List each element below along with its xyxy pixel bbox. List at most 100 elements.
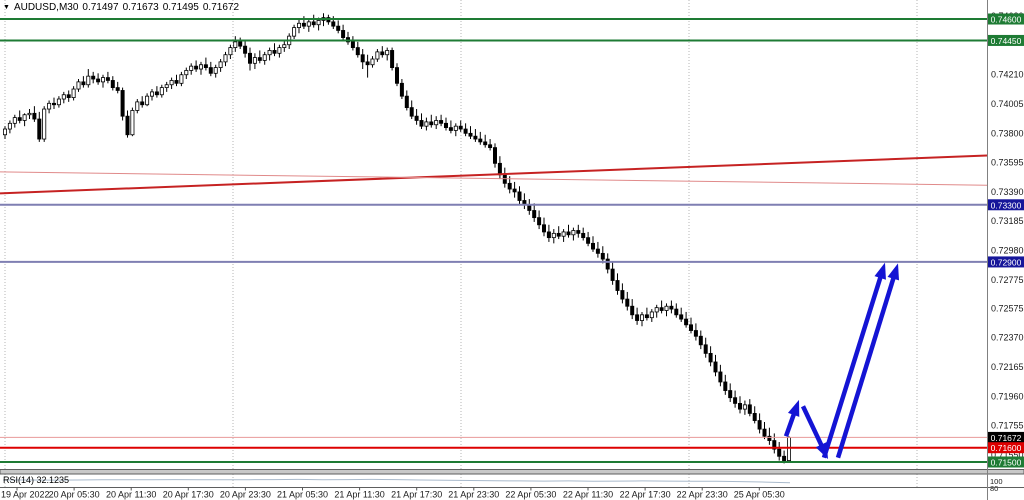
- candle-body: [262, 54, 267, 61]
- price-tick-label: 0.72165: [991, 362, 1024, 372]
- forecast-arrow-head[interactable]: [887, 263, 900, 281]
- candle-body: [47, 102, 52, 110]
- candle-body: [110, 80, 115, 88]
- candle-body: [708, 352, 713, 363]
- candle-body: [752, 413, 757, 421]
- price-badge-support: [988, 456, 1024, 468]
- candle-body: [723, 381, 728, 391]
- candle-body: [27, 112, 32, 116]
- candle-body: [620, 290, 625, 300]
- price-tick-label: 0.73390: [991, 187, 1024, 197]
- candle-body: [713, 361, 718, 373]
- candle-body: [42, 108, 47, 140]
- time-tick-label: 22 Apr 11:30: [563, 490, 613, 500]
- candle-body: [71, 88, 76, 99]
- candle-body: [277, 47, 282, 54]
- candle-body: [586, 237, 591, 244]
- candle-body: [762, 428, 767, 437]
- descending-trendline[interactable]: [0, 171, 988, 186]
- forecast-arrow-shaft[interactable]: [835, 274, 897, 459]
- time-tick-label: 20 Apr 11:30: [106, 490, 156, 500]
- candle-body: [698, 335, 703, 346]
- high-value: 0.71673: [122, 2, 159, 13]
- candle-body: [635, 314, 640, 321]
- forecast-arrow-head[interactable]: [874, 262, 886, 280]
- candle-body: [243, 45, 248, 54]
- candle-body: [718, 371, 723, 383]
- candle-body: [179, 74, 184, 84]
- rsi-indicator-label: RSI(14) 32.1235: [3, 475, 69, 485]
- pane-splitter[interactable]: [0, 469, 1024, 475]
- forecast-arrow-shaft[interactable]: [821, 273, 884, 459]
- candle-body: [228, 47, 233, 56]
- candle-body: [434, 120, 439, 126]
- candle-body: [81, 81, 86, 86]
- candle-body: [566, 231, 571, 236]
- symbol-icon: ▼: [3, 3, 10, 11]
- candle-body: [404, 95, 409, 109]
- candle-body: [742, 404, 747, 410]
- candle-body: [478, 138, 483, 143]
- price-tick-label: 0.73595: [991, 158, 1024, 168]
- candle-body: [664, 305, 669, 311]
- candle-body: [576, 230, 581, 234]
- time-tick-label: 20 Apr 05:30: [49, 490, 100, 500]
- candle-body: [767, 435, 772, 441]
- time-tick-label: 21 Apr 23:30: [448, 490, 499, 500]
- candle-body: [7, 122, 12, 130]
- candle-body: [331, 21, 336, 27]
- candle-body: [703, 344, 708, 354]
- candle-body: [488, 144, 493, 149]
- forecast-arrow-head[interactable]: [787, 399, 800, 417]
- price-tick-label: 0.71960: [991, 391, 1024, 401]
- candle-body: [399, 82, 404, 97]
- time-tick-label: 22 Apr 23:30: [677, 490, 728, 500]
- candle-body: [120, 90, 125, 117]
- price-axis[interactable]: 0.746200.742100.740050.738000.735950.733…: [988, 11, 1024, 468]
- candle-body: [556, 232, 561, 237]
- candle-body: [610, 268, 615, 281]
- candle-body: [517, 191, 522, 201]
- candle-body: [238, 41, 243, 47]
- forecast-arrows[interactable]: [783, 262, 900, 460]
- candle-body: [419, 120, 424, 127]
- symbol-timeframe-label: AUDUSD,M30: [13, 2, 79, 13]
- candle-body: [492, 147, 497, 164]
- time-tick-label: 19 Apr 2022: [1, 490, 50, 500]
- time-axis[interactable]: 19 Apr 2022 20 Apr 05:30 20 Apr 11:30 20 Ap…: [1, 487, 785, 500]
- time-tick-label: 21 Apr 17:30: [391, 490, 442, 500]
- candle-body: [532, 210, 537, 219]
- candle-body: [194, 65, 199, 70]
- candle-body: [390, 50, 395, 68]
- candle-body: [615, 280, 620, 291]
- candle-body: [747, 404, 752, 414]
- candle-body: [130, 110, 135, 136]
- forecast-arrow-shaft[interactable]: [783, 410, 798, 438]
- candle-body: [571, 230, 576, 236]
- candle-body: [777, 448, 782, 457]
- price-tick-label: 0.72370: [991, 333, 1024, 343]
- candle-body: [115, 87, 120, 91]
- ascending-trendline[interactable]: [0, 154, 988, 195]
- price-badge-label: 0.74600: [991, 15, 1022, 25]
- candle-body: [738, 403, 743, 410]
- price-tick-label: 0.72575: [991, 303, 1024, 313]
- candle-body: [66, 94, 71, 99]
- candle-body: [507, 182, 512, 190]
- candle-body: [105, 77, 110, 81]
- candle-body: [12, 117, 17, 124]
- price-tick-label: 0.71550: [991, 450, 1024, 460]
- price-tick-label: 0.74210: [991, 70, 1024, 80]
- candle-body: [223, 54, 228, 63]
- open-value: 0.71497: [82, 2, 119, 13]
- candle-body: [203, 64, 208, 68]
- candle-body: [56, 98, 61, 106]
- forecast-arrow-shaft[interactable]: [800, 405, 825, 450]
- candle-body: [581, 232, 586, 239]
- price-badge-current-price: [988, 431, 1024, 443]
- candle-body: [198, 64, 203, 70]
